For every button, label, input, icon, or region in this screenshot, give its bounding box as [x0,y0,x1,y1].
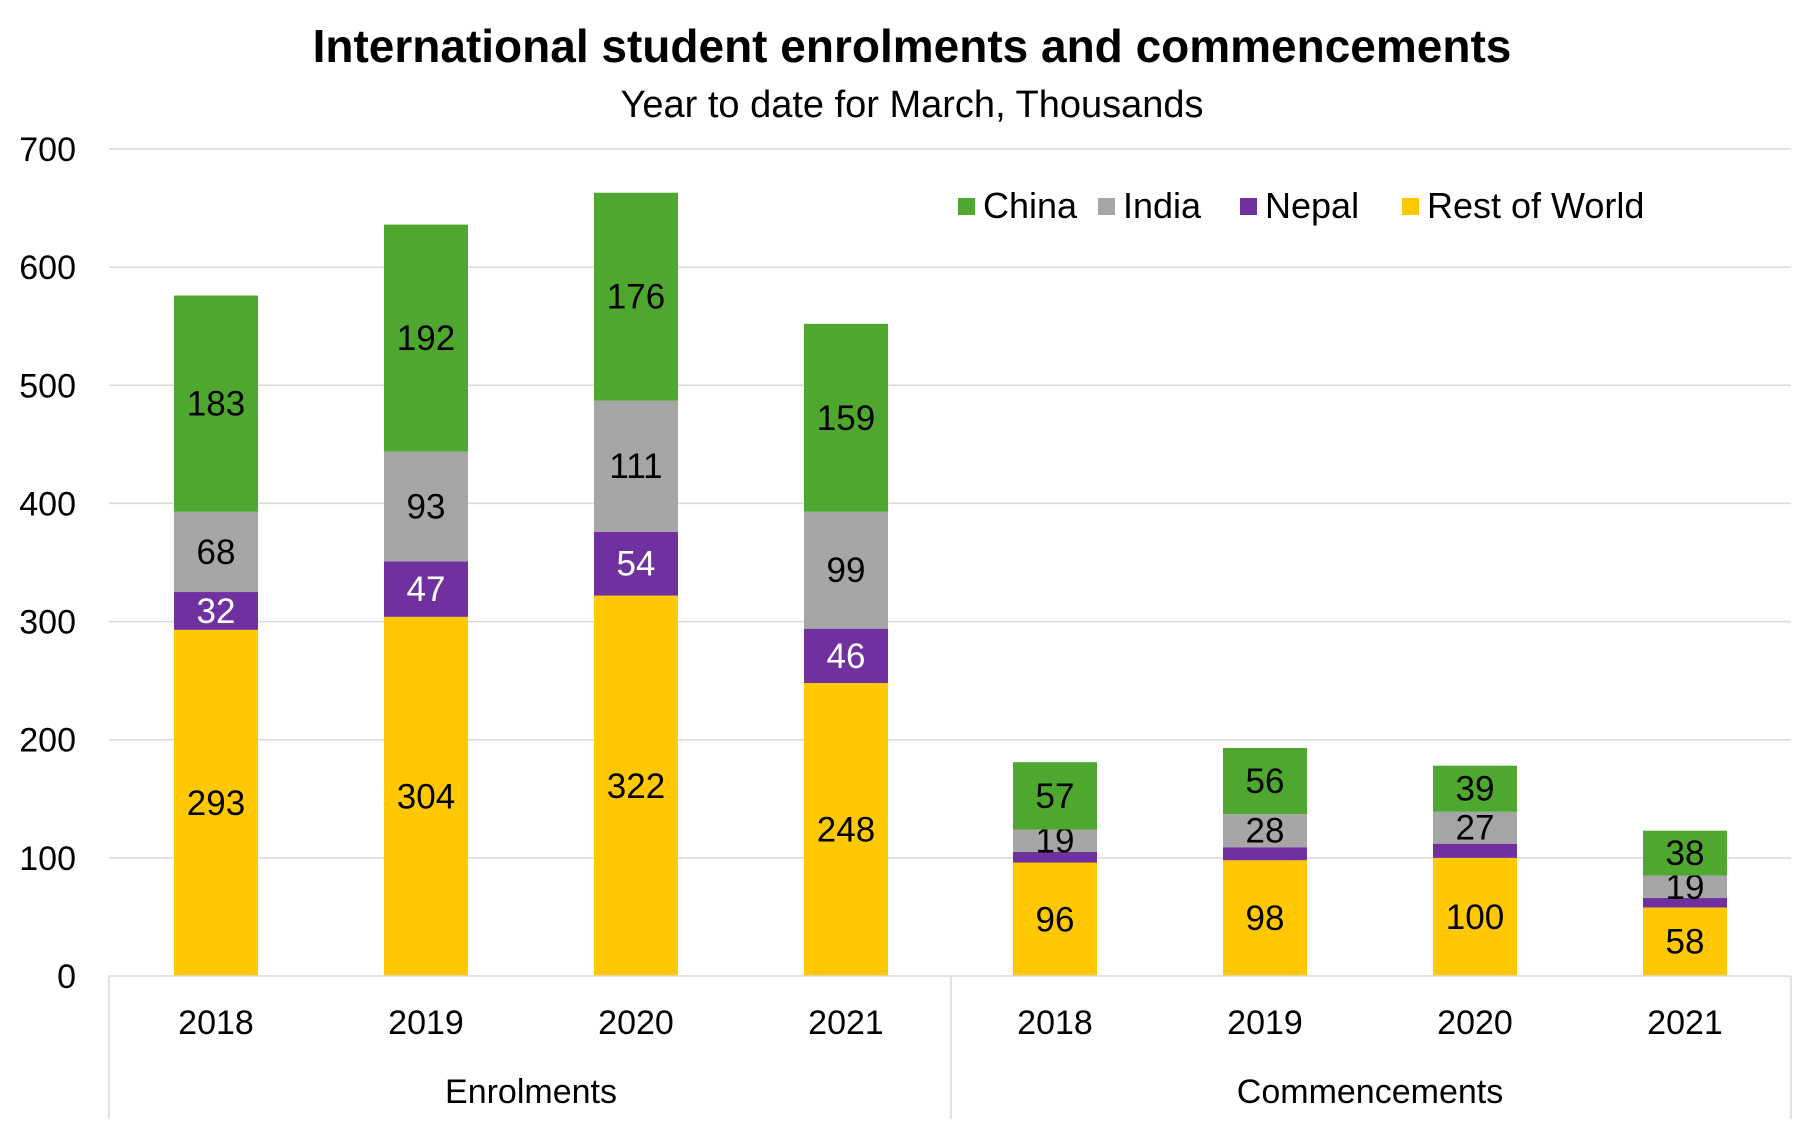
bar-segment-china [1643,830,1727,876]
bar-segment-nepal [1433,843,1517,858]
legend-item: Rest of World [1402,185,1644,226]
bar-segment-india [804,511,888,629]
legend-label: China [983,185,1078,226]
legend-swatch [1098,198,1115,215]
data-label: 32 [197,592,236,631]
bar-segment-india [1643,875,1727,899]
legend-item: Nepal [1240,185,1359,226]
legend-item: China [958,185,1078,226]
bar-segment-china [384,224,468,452]
bar-segment-rest-of-world [174,629,258,976]
group-label: Enrolments [445,1073,617,1111]
bar-segment-india [1013,829,1097,852]
data-label: 159 [817,399,875,438]
bar-segment-india [1433,811,1517,844]
bar-segment-rest-of-world [1013,862,1097,976]
legend-item: India [1098,185,1202,226]
bar-segment-india [174,511,258,593]
data-label: 47 [407,570,446,609]
data-label: 28 [1246,812,1285,851]
y-tick-label: 500 [19,367,76,405]
bar-segment-india [384,451,468,562]
y-tick-label: 700 [19,131,76,169]
legend-label: Nepal [1265,185,1359,226]
data-label: 304 [397,777,455,816]
data-label: 192 [397,319,455,358]
data-label: 93 [407,487,446,526]
group-label: Commencements [1237,1073,1503,1111]
data-label: 57 [1036,777,1075,816]
bar-segment-nepal [804,628,888,684]
bar-segment-china [1013,762,1097,830]
bar-segment-rest-of-world [1433,857,1517,976]
bar-segment-rest-of-world [1223,860,1307,976]
chart-title: International student enrolments and com… [313,20,1512,72]
bar-segment-india [594,400,678,532]
bar-segment-nepal [1013,851,1097,863]
bar-segment-china [1433,765,1517,812]
data-label: 248 [817,811,875,850]
data-label: 293 [187,784,245,823]
bar-segment-rest-of-world [384,616,468,976]
data-label: 68 [197,533,236,572]
y-tick-label: 400 [19,485,76,523]
data-label: 58 [1666,923,1705,962]
data-label: 98 [1246,899,1285,938]
data-label: 100 [1446,898,1504,937]
chart-subtitle: Year to date for March, Thousands [620,84,1203,126]
data-label: 27 [1456,809,1495,848]
data-label: 183 [187,385,245,424]
x-tick-label: 2020 [598,1004,674,1042]
bar-segment-rest-of-world [804,683,888,976]
data-label: 99 [827,551,866,590]
legend-label: India [1123,185,1202,226]
bar-segment-nepal [174,592,258,630]
bar-segment-china [804,323,888,512]
data-label: 54 [617,545,656,584]
data-label: 38 [1666,834,1705,873]
y-tick-label: 200 [19,722,76,760]
bar-segment-rest-of-world [1643,907,1727,976]
bar-segment-china [174,295,258,512]
x-tick-label: 2019 [388,1004,464,1042]
legend-swatch [1402,198,1419,215]
x-tick-label: 2018 [178,1004,254,1042]
y-tick-label: 600 [19,249,76,287]
data-label: 96 [1036,900,1075,939]
legend-swatch [1240,198,1257,215]
x-tick-label: 2019 [1227,1004,1303,1042]
y-tick-label: 0 [57,958,76,996]
x-tick-label: 2018 [1017,1004,1093,1042]
bar-segment-india [1223,814,1307,848]
y-tick-label: 300 [19,604,76,642]
data-label: 111 [609,447,662,486]
bar-segment-china [1223,747,1307,815]
data-label: 176 [607,278,665,317]
bar-segment-nepal [1223,847,1307,861]
bar-segment-nepal [384,561,468,617]
bar-segment-nepal [594,531,678,596]
bar-segment-nepal [1643,898,1727,908]
data-label: 39 [1456,770,1495,809]
x-tick-label: 2021 [808,1004,884,1042]
x-tick-label: 2021 [1647,1004,1723,1042]
legend-swatch [958,198,975,215]
x-tick-label: 2020 [1437,1004,1513,1042]
data-label: 322 [607,767,665,806]
y-tick-label: 100 [19,840,76,878]
legend-label: Rest of World [1427,185,1644,226]
bar-segment-rest-of-world [594,595,678,976]
data-label: 46 [827,637,866,676]
bar-segment-china [594,192,678,401]
data-label: 56 [1246,762,1285,801]
